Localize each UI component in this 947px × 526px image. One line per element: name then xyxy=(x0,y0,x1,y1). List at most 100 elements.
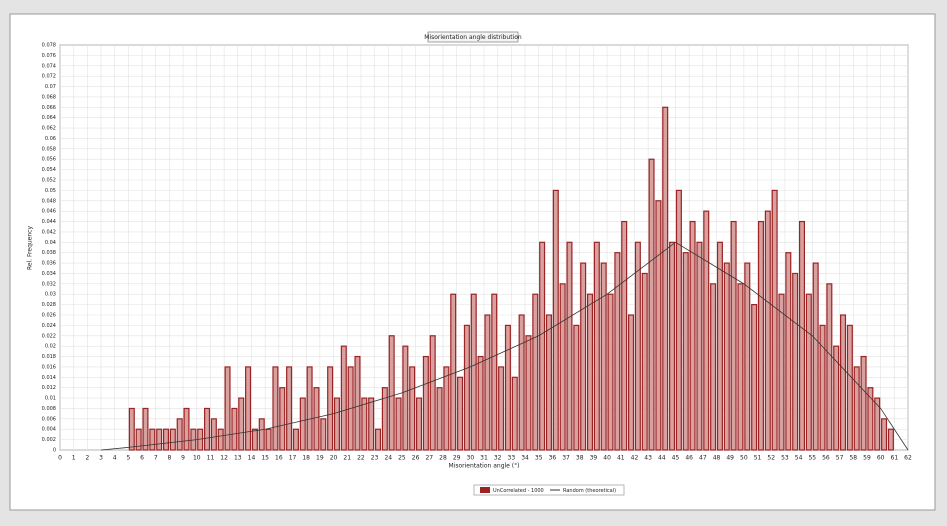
bar xyxy=(757,220,764,451)
bar xyxy=(272,366,279,451)
y-tick-label: 0.036 xyxy=(42,261,56,267)
bar xyxy=(771,189,778,451)
bar xyxy=(292,428,299,451)
bar xyxy=(299,397,306,451)
bar xyxy=(286,366,293,451)
bar xyxy=(689,220,696,451)
bar xyxy=(716,241,723,451)
bar xyxy=(320,418,327,451)
bar xyxy=(881,418,888,451)
bar xyxy=(340,345,347,451)
x-tick-label: 54 xyxy=(795,455,803,462)
y-tick-label: 0.076 xyxy=(42,53,56,59)
bar xyxy=(504,324,511,451)
y-tick-label: 0.028 xyxy=(42,302,56,308)
bar xyxy=(593,241,600,451)
bar xyxy=(675,189,682,451)
bar xyxy=(409,366,416,451)
x-tick-label: 27 xyxy=(425,455,433,462)
bar xyxy=(669,241,676,451)
y-tick-label: 0.04 xyxy=(45,240,56,246)
bar xyxy=(798,220,806,451)
legend-label: UnCorrelated - 1000 xyxy=(493,488,544,494)
bar xyxy=(204,407,211,451)
x-tick-label: 8 xyxy=(168,455,172,462)
bar xyxy=(525,335,532,451)
y-tick-label: 0.03 xyxy=(45,292,56,298)
bar xyxy=(470,293,477,451)
bar xyxy=(641,272,648,451)
bar xyxy=(395,397,402,451)
x-tick-label: 45 xyxy=(672,455,680,462)
bar xyxy=(580,262,587,451)
x-tick-label: 37 xyxy=(562,455,570,462)
y-tick-label: 0.068 xyxy=(42,94,56,100)
x-tick-label: 2 xyxy=(85,455,89,462)
x-tick-label: 25 xyxy=(398,455,406,462)
y-tick-label: 0.034 xyxy=(42,271,56,277)
y-tick-label: 0.046 xyxy=(42,209,56,215)
bar xyxy=(826,283,833,451)
x-tick-label: 49 xyxy=(726,455,734,462)
y-tick-label: 0.022 xyxy=(42,333,56,339)
x-tick-label: 40 xyxy=(603,455,611,462)
bar xyxy=(785,252,792,451)
x-tick-label: 20 xyxy=(330,455,338,462)
bar xyxy=(463,324,470,451)
bar xyxy=(210,418,217,451)
y-tick-label: 0.066 xyxy=(42,105,56,111)
bar xyxy=(812,262,819,451)
bar xyxy=(368,397,375,451)
x-tick-label: 50 xyxy=(740,455,748,462)
bar xyxy=(436,387,443,451)
bar xyxy=(142,407,149,451)
x-tick-label: 51 xyxy=(754,455,762,462)
x-tick-label: 59 xyxy=(863,455,871,462)
bar xyxy=(805,293,812,451)
bar xyxy=(819,324,826,451)
y-tick-label: 0.07 xyxy=(45,84,56,90)
x-tick-label: 1 xyxy=(72,455,76,462)
x-tick-label: 9 xyxy=(181,455,185,462)
legend-box xyxy=(473,484,625,496)
bar xyxy=(354,355,361,451)
bar xyxy=(156,428,163,451)
y-tick-label: 0.038 xyxy=(42,250,56,256)
x-tick-label: 62 xyxy=(904,455,912,462)
bar xyxy=(128,407,135,451)
bar xyxy=(710,283,717,451)
bar xyxy=(361,397,368,451)
bar xyxy=(730,220,737,451)
bar xyxy=(183,407,190,451)
bar xyxy=(600,262,607,451)
x-tick-label: 14 xyxy=(248,455,256,462)
x-tick-label: 3 xyxy=(99,455,103,462)
x-tick-label: 32 xyxy=(494,455,502,462)
x-tick-label: 34 xyxy=(521,455,529,462)
x-tick-label: 18 xyxy=(302,455,310,462)
bar xyxy=(484,314,491,451)
bar xyxy=(251,428,258,451)
y-tick-label: 0.018 xyxy=(42,354,56,360)
bar xyxy=(566,241,573,451)
x-tick-label: 39 xyxy=(590,455,598,462)
bar xyxy=(374,428,382,451)
x-tick-label: 48 xyxy=(713,455,721,462)
bar xyxy=(518,314,525,451)
bar xyxy=(860,355,867,451)
bar xyxy=(846,324,853,451)
bar xyxy=(874,397,881,451)
bar xyxy=(245,366,252,451)
x-tick-label: 13 xyxy=(234,455,242,462)
bar xyxy=(887,428,894,451)
bar xyxy=(231,407,238,451)
x-tick-label: 16 xyxy=(275,455,283,462)
y-tick-label: 0.058 xyxy=(42,146,56,152)
x-tick-label: 15 xyxy=(261,455,269,462)
bar xyxy=(422,355,429,451)
bar xyxy=(224,366,231,451)
x-tick-label: 24 xyxy=(384,455,392,462)
x-tick-label: 11 xyxy=(207,455,215,462)
y-tick-label: 0.052 xyxy=(42,178,56,184)
